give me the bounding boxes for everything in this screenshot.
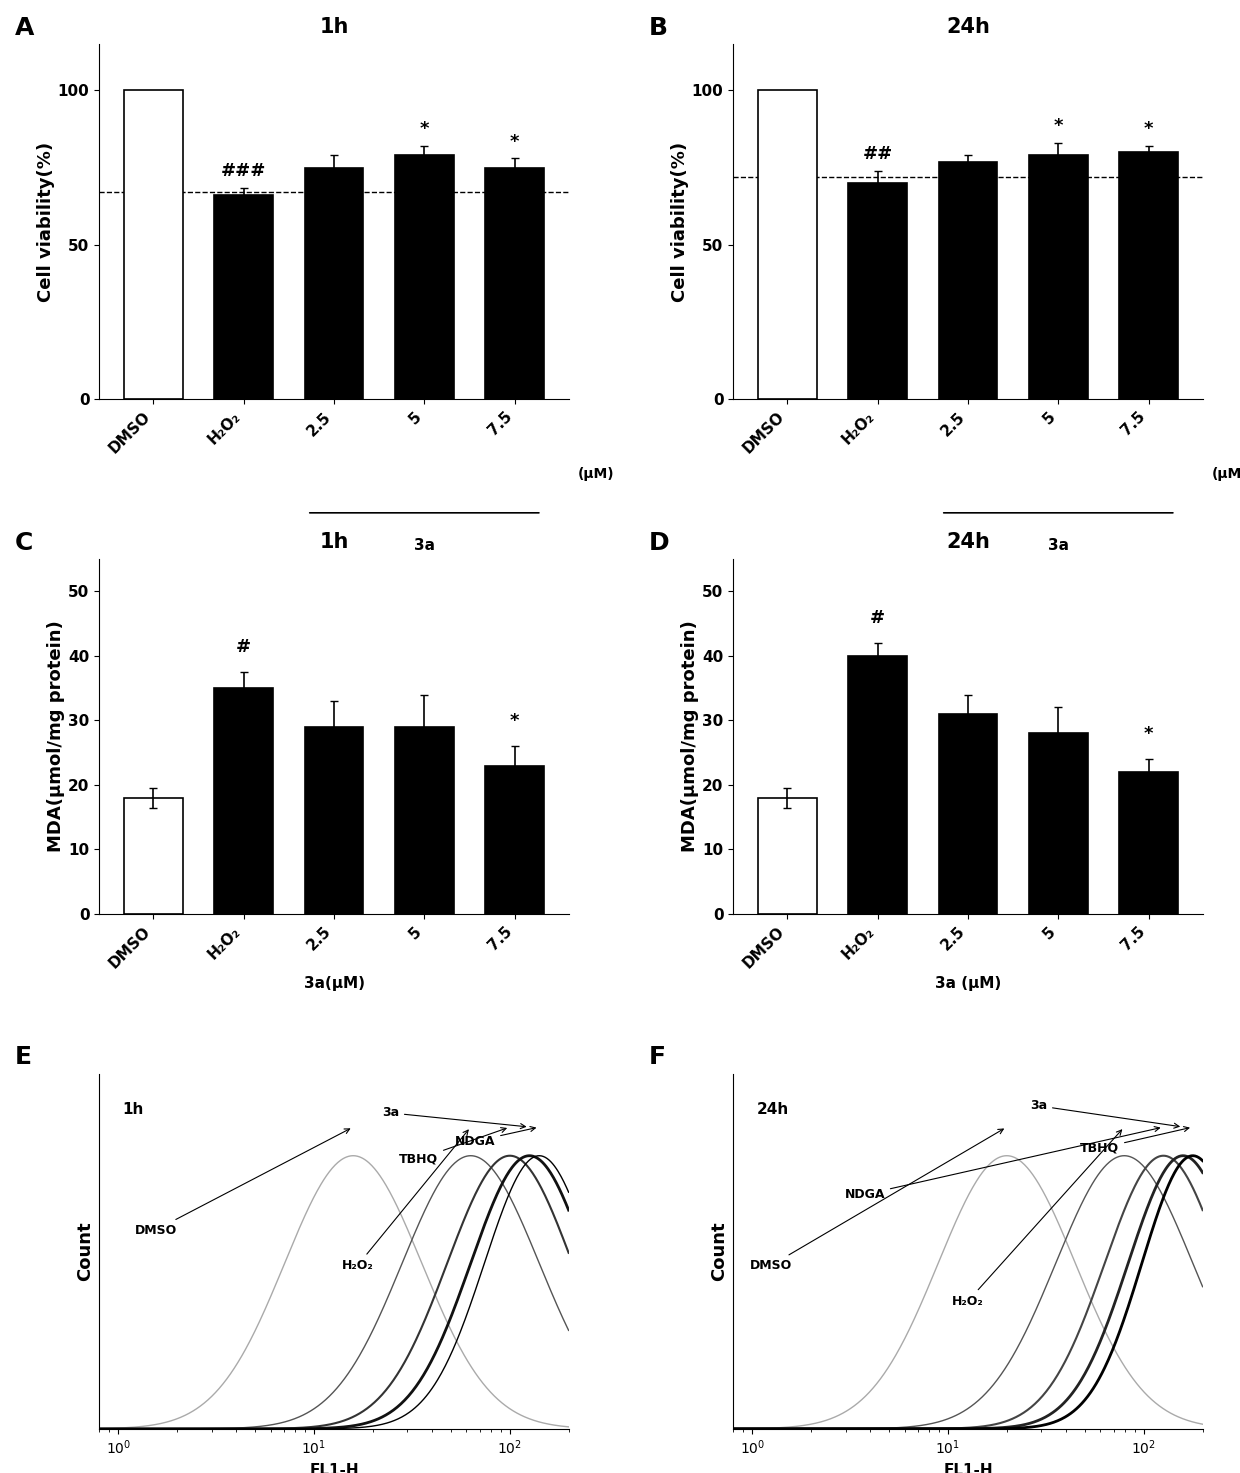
Text: H₂O₂: H₂O₂ [341,1130,469,1273]
Y-axis label: Count: Count [76,1221,94,1282]
Bar [124,798,182,915]
Text: *: * [419,121,429,138]
Text: #: # [236,638,252,655]
Text: NDGA: NDGA [455,1127,536,1147]
Text: 3a: 3a [1048,538,1069,552]
Bar [1120,152,1178,399]
Text: F: F [649,1046,666,1069]
Text: TBHQ: TBHQ [1080,1127,1189,1155]
Bar [758,798,817,915]
Text: *: * [1054,118,1063,136]
Text: A: A [15,16,33,40]
Bar [396,155,454,399]
X-axis label: 3a(μM): 3a(μM) [304,977,365,991]
Bar [939,162,997,399]
Text: DMSO: DMSO [750,1130,1003,1273]
Y-axis label: Cell viability(%): Cell viability(%) [671,141,689,302]
Text: DMSO: DMSO [134,1128,350,1236]
X-axis label: 3a (μM): 3a (μM) [935,977,1001,991]
Bar [215,196,273,399]
Bar [124,90,182,399]
Bar [215,688,273,915]
Text: E: E [15,1046,32,1069]
Bar [939,714,997,915]
Text: *: * [510,711,520,731]
Bar [305,168,363,399]
Text: 1h: 1h [123,1102,144,1117]
Y-axis label: Cell viability(%): Cell viability(%) [37,141,55,302]
Bar [848,183,906,399]
Title: 24h: 24h [946,18,990,37]
Title: 1h: 1h [320,532,348,552]
Bar [1029,734,1087,915]
Text: H₂O₂: H₂O₂ [952,1130,1121,1308]
Text: *: * [1143,121,1153,138]
Text: ##: ## [863,144,893,164]
Bar [758,90,817,399]
Text: 3a: 3a [382,1106,526,1128]
Bar [1120,772,1178,915]
Text: 3a: 3a [414,538,435,552]
Text: *: * [1143,725,1153,742]
Text: 24h: 24h [756,1102,789,1117]
Bar [1029,155,1087,399]
Bar [485,168,544,399]
Bar [396,726,454,915]
X-axis label: FL1-H: FL1-H [309,1463,358,1473]
Y-axis label: MDA(μmol/mg protein): MDA(μmol/mg protein) [681,620,699,853]
Bar [485,766,544,915]
Text: (μM): (μM) [1211,467,1240,480]
Text: C: C [15,530,33,554]
Text: 3a: 3a [1030,1099,1179,1128]
Text: (μM): (μM) [578,467,615,480]
Bar [848,655,906,915]
Text: TBHQ: TBHQ [399,1128,506,1165]
Text: D: D [649,530,670,554]
Text: NDGA: NDGA [844,1127,1159,1200]
Title: 24h: 24h [946,532,990,552]
X-axis label: FL1-H: FL1-H [944,1463,993,1473]
Text: ###: ### [221,162,267,180]
Title: 1h: 1h [320,18,348,37]
Bar [305,726,363,915]
Y-axis label: MDA(μmol/mg protein): MDA(μmol/mg protein) [47,620,66,853]
Y-axis label: Count: Count [709,1221,728,1282]
Text: B: B [649,16,667,40]
Text: #: # [870,608,885,627]
Text: *: * [510,133,520,150]
